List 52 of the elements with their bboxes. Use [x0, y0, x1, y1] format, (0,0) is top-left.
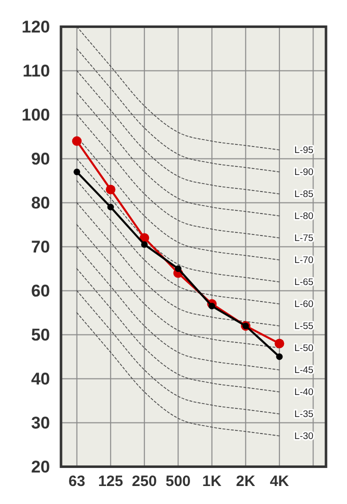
x-tick-label: 4K	[270, 473, 290, 490]
point	[174, 265, 182, 272]
series-label: L-60	[294, 299, 314, 310]
series-label: L-40	[294, 387, 314, 398]
y-tick-label: 100	[22, 106, 50, 125]
series-label: L-45	[294, 365, 314, 376]
series-label: L-75	[294, 233, 314, 244]
x-tick-label: 63	[68, 473, 86, 490]
series-label: L-30	[294, 431, 314, 442]
series-label: L-90	[294, 167, 314, 178]
y-tick-label: 70	[31, 238, 50, 257]
point	[276, 353, 283, 360]
y-tick-label: 60	[31, 282, 50, 301]
series-label: L-35	[294, 409, 314, 420]
line-series	[76, 26, 280, 150]
x-tick-label: 500	[166, 473, 191, 490]
line-series	[76, 70, 280, 194]
y-tick-label: 90	[31, 150, 50, 169]
series-label: L-50	[294, 343, 314, 354]
y-tick-label: 30	[31, 414, 50, 433]
x-tick-label: 2K	[236, 473, 256, 490]
x-tick-label: 250	[132, 473, 157, 490]
series-label: L-65	[294, 277, 314, 288]
line-series	[76, 92, 280, 216]
series-label: L-55	[294, 321, 314, 332]
point	[106, 184, 116, 194]
x-tick-label: 125	[98, 473, 124, 490]
point	[72, 136, 82, 146]
y-tick-label: 80	[31, 194, 50, 213]
y-tick-label: 110	[22, 62, 50, 81]
line-series	[76, 158, 280, 282]
line-series	[76, 48, 280, 172]
line-series	[76, 180, 280, 304]
x-tick-label: 1K	[202, 473, 222, 490]
series-label: L-85	[294, 189, 314, 200]
y-tick-label: 120	[22, 18, 50, 37]
point	[107, 204, 114, 210]
series-label: L-80	[294, 211, 314, 222]
point	[208, 302, 216, 310]
y-tick-label: 50	[31, 326, 50, 345]
line-series	[76, 290, 280, 414]
line-series	[76, 268, 280, 392]
y-tick-label: 40	[31, 370, 50, 389]
point	[141, 241, 148, 248]
series-label: L-95	[294, 145, 314, 156]
line-series	[76, 312, 280, 436]
series-label: L-70	[294, 255, 314, 266]
line-series	[76, 114, 280, 238]
y-tick-label: 20	[31, 458, 50, 477]
line-series	[76, 246, 280, 370]
point	[74, 168, 80, 176]
point	[274, 338, 284, 348]
